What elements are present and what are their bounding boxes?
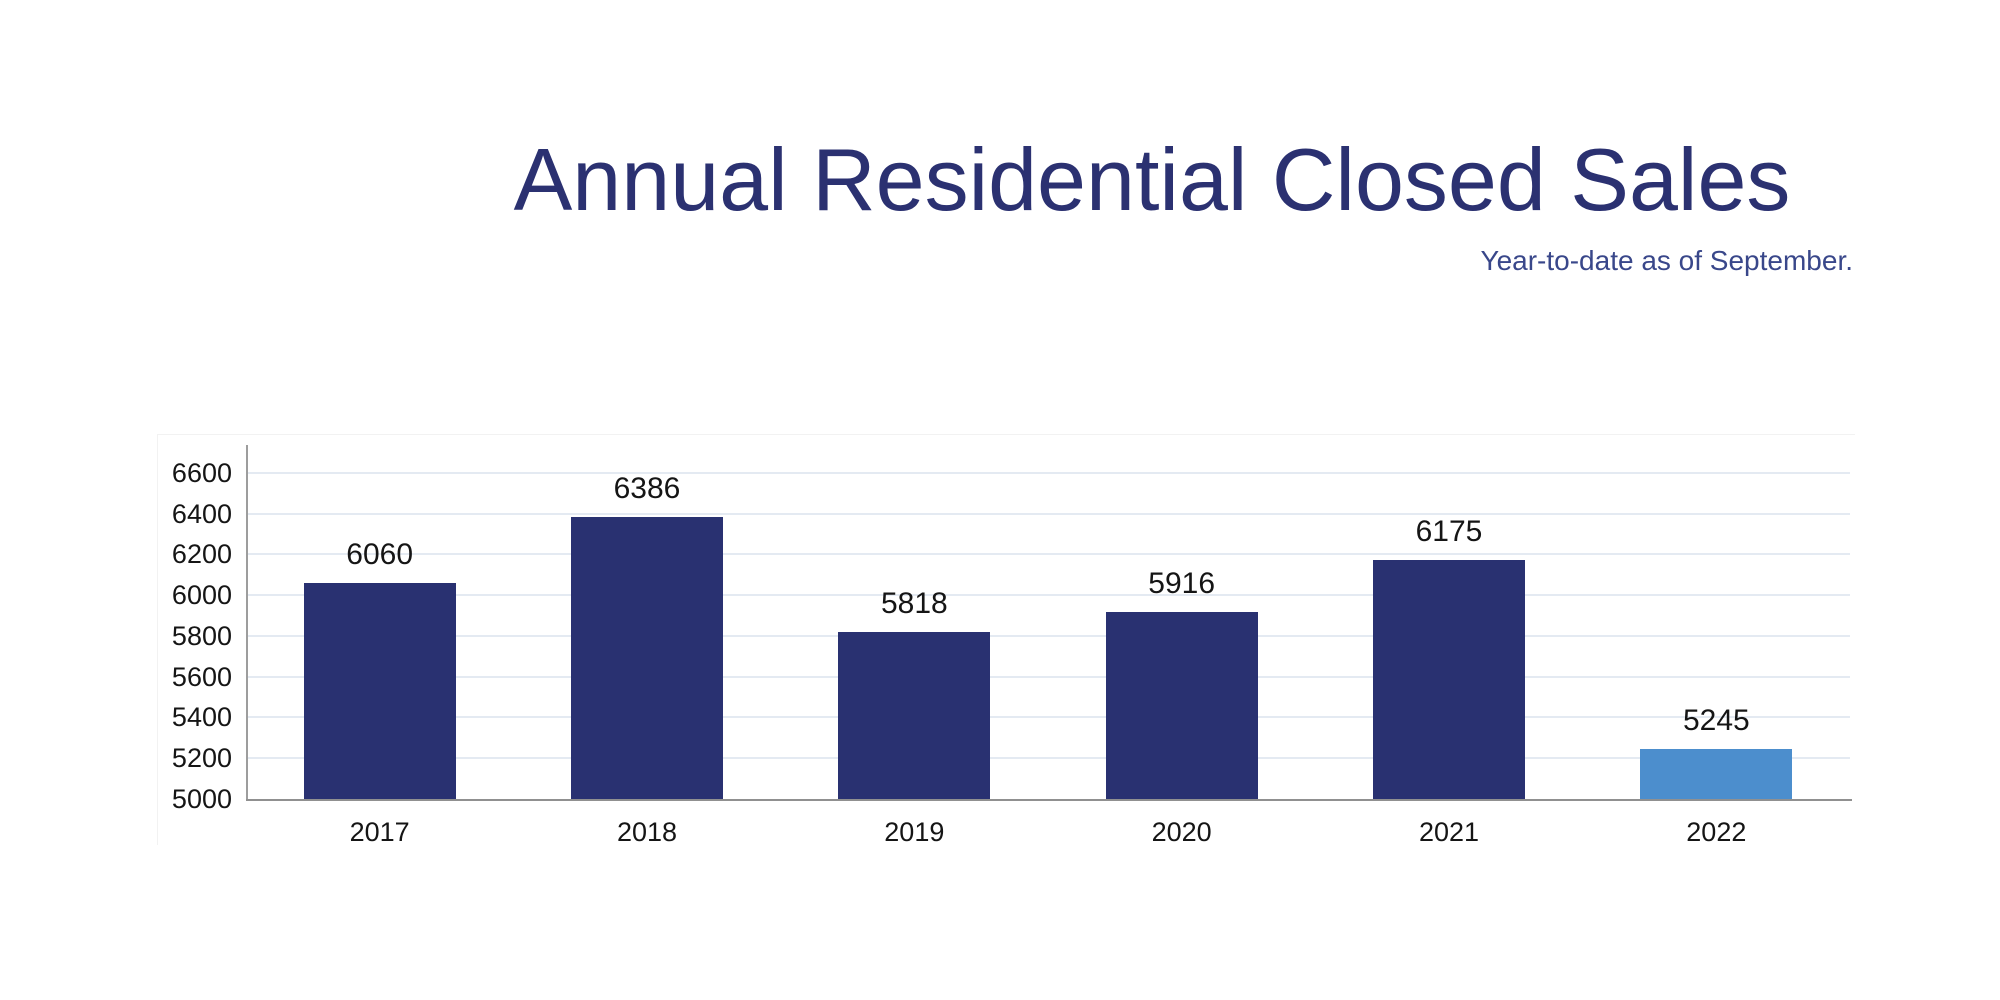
bar [1373, 559, 1525, 799]
y-tick-label: 6400 [171, 498, 232, 529]
gridline [248, 675, 1850, 678]
y-tick-label: 5800 [171, 620, 232, 651]
y-tick-label: 5600 [171, 661, 232, 692]
x-tick-label: 2022 [1686, 817, 1747, 847]
bar [1105, 612, 1258, 799]
y-tick-label: 5000 [171, 784, 232, 814]
y-tick-label: 6000 [171, 580, 232, 611]
x-tick-label: 2017 [349, 817, 410, 847]
x-tick-label: 2020 [1151, 817, 1212, 847]
bar [1640, 749, 1793, 799]
y-tick-label: 6200 [171, 539, 232, 570]
bar [571, 516, 723, 799]
x-tick-label: 2018 [616, 817, 678, 847]
x-axis-line [246, 799, 1852, 801]
gridline [248, 471, 1850, 474]
gridline [248, 512, 1850, 515]
y-tick-label: 5200 [171, 743, 232, 774]
bar-value-label: 6386 [613, 471, 681, 505]
bar-value-label: 5818 [880, 587, 948, 621]
y-tick-label: 5400 [171, 702, 232, 733]
x-tick-label: 2019 [884, 817, 945, 847]
gridline [248, 716, 1850, 719]
x-tick-label: 2021 [1418, 817, 1480, 847]
bar-value-label: 6175 [1415, 514, 1483, 548]
gridline [248, 553, 1850, 556]
bar-value-label: 5245 [1682, 704, 1750, 738]
bar-value-label: 5916 [1148, 567, 1216, 601]
plot-area: 5000 5200 5400 5600 5800 6000 6200 6400 6600 6060… [172, 445, 1852, 847]
bar [303, 582, 456, 799]
bar-value-label: 6060 [346, 537, 414, 571]
gridline [248, 594, 1850, 597]
chart-title: Annual Residential Closed Sales [513, 130, 1791, 229]
bar [838, 632, 991, 799]
y-tick-label: 6600 [171, 457, 232, 488]
y-axis-line [246, 445, 248, 801]
gridline [248, 757, 1850, 760]
gridline [248, 634, 1850, 637]
chart-subtitle: Year-to-date as of September. [1480, 245, 1853, 276]
